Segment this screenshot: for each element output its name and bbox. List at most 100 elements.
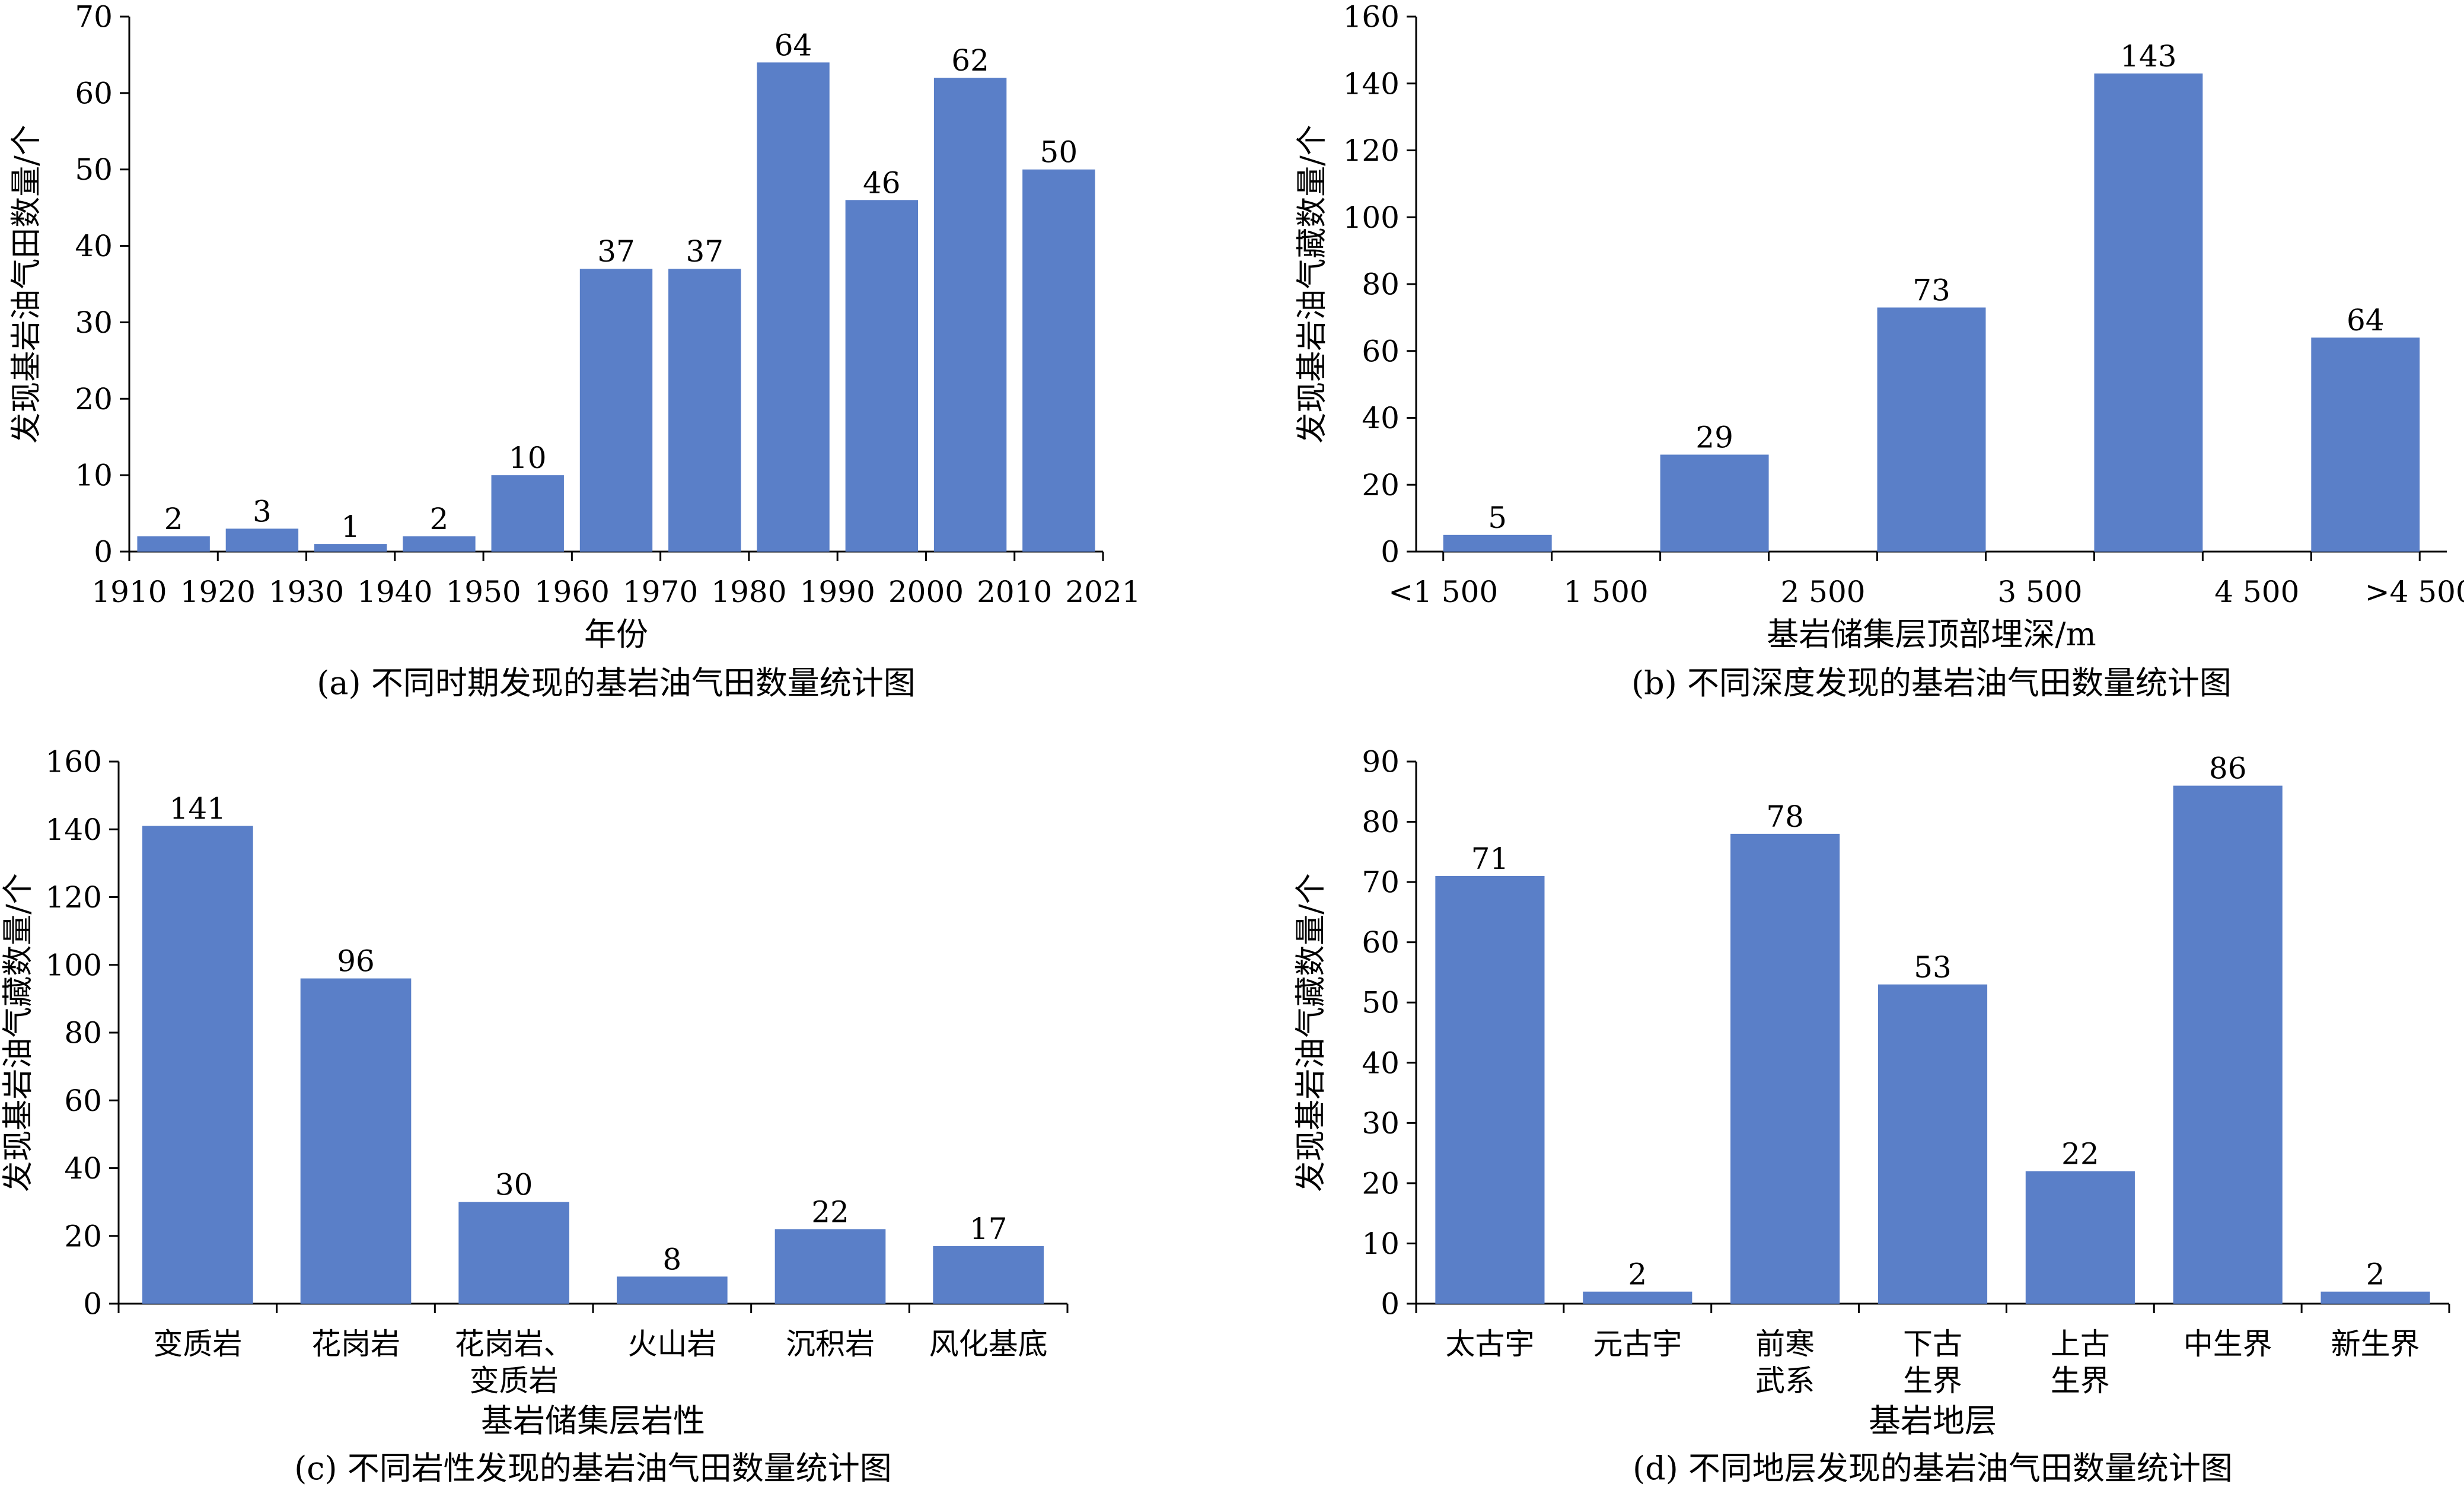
bar-data-label: 50: [1040, 135, 1078, 170]
x-category-label: 前寒: [1755, 1327, 1815, 1361]
chart-panel-a: 0 10 20 30 40 50 60 70 1910 1920 1930 1940 1950 1960 1…: [9, 0, 1141, 702]
bar: [1435, 875, 1545, 1304]
x-tick-label: 2021: [1065, 575, 1140, 609]
x-axis-title: 基岩储集层顶部埋深/m: [1767, 616, 2096, 653]
bar: [142, 826, 253, 1304]
x-tick-label: 3 500: [1997, 575, 2082, 609]
bar-data-label: 2: [1628, 1257, 1647, 1292]
x-category-label: 火山岩: [627, 1327, 716, 1361]
y-tick-label: 20: [1362, 1166, 1400, 1200]
y-axis-title: 发现基岩油气田数量/个: [9, 125, 44, 444]
y-tick-label: 80: [1362, 805, 1400, 839]
bar: [137, 536, 210, 552]
bar: [1583, 1291, 1692, 1304]
chart-caption: (a) 不同时期发现的基岩油气田数量统计图: [317, 664, 916, 702]
x-category-label: 生界: [2051, 1364, 2110, 1398]
bar-data-label: 30: [495, 1168, 533, 1202]
bar: [458, 1202, 569, 1304]
bar: [933, 78, 1007, 552]
bar: [757, 62, 830, 552]
x-tick-label: 4 500: [2214, 575, 2299, 609]
y-tick-label: 20: [1362, 468, 1400, 502]
bar: [2173, 785, 2283, 1304]
bar-data-label: 143: [2120, 39, 2176, 74]
y-tick-label: 160: [46, 745, 102, 779]
y-tick-label: 10: [75, 458, 113, 493]
bar-data-label: 3: [253, 494, 272, 528]
x-tick-label: >4 500: [2365, 575, 2464, 609]
bar-data-label: 78: [1766, 800, 1804, 834]
bar: [1877, 307, 1986, 552]
bar: [225, 528, 299, 552]
x-category-label: 武系: [1755, 1364, 1815, 1398]
y-tick-label: 60: [1362, 334, 1400, 368]
x-tick-label: 1970: [623, 575, 698, 609]
bar-data-label: 10: [509, 441, 547, 475]
y-tick-label: 120: [46, 880, 102, 915]
y-tick-label: 20: [75, 382, 113, 416]
bar-data-label: 64: [2347, 303, 2385, 337]
y-tick-label: 20: [64, 1219, 102, 1253]
bar-data-label: 29: [1695, 421, 1733, 455]
bar-data-label: 73: [1912, 273, 1950, 307]
bar-data-label: 71: [1471, 842, 1509, 876]
y-tick-label: 40: [1362, 1046, 1400, 1080]
x-tick-label: <1 500: [1388, 575, 1498, 609]
x-tick-label: 1910: [91, 575, 167, 609]
x-category-label: 中生界: [2184, 1327, 2272, 1361]
x-tick-label: 1990: [800, 575, 875, 609]
x-tick-label: 1980: [711, 575, 786, 609]
bar-data-label: 22: [811, 1195, 849, 1229]
x-category-label: 花岗岩: [311, 1327, 400, 1361]
x-tick-label: 1940: [357, 575, 432, 609]
bar: [2094, 73, 2203, 552]
y-tick-label: 80: [64, 1016, 102, 1050]
x-axis-title: 基岩储集层岩性: [481, 1402, 705, 1440]
y-tick-label: 120: [1343, 133, 1400, 168]
y-tick-label: 90: [1362, 745, 1400, 779]
y-tick-label: 40: [75, 229, 113, 263]
x-tick-label: 1950: [445, 575, 521, 609]
x-category-label: 上古: [2051, 1327, 2110, 1361]
bar: [1022, 169, 1095, 552]
chart-caption: (b) 不同深度发现的基岩油气田数量统计图: [1631, 664, 2232, 702]
bar-data-label: 1: [341, 509, 360, 544]
x-tick-label: 2000: [888, 575, 964, 609]
bar: [2311, 337, 2420, 552]
bar: [845, 200, 919, 552]
bar-data-label: 46: [863, 165, 901, 200]
bar: [933, 1246, 1044, 1304]
y-tick-label: 30: [1362, 1106, 1400, 1141]
y-tick-label: 140: [1343, 66, 1400, 101]
y-tick-label: 10: [1362, 1227, 1400, 1261]
x-tick-label: 1960: [534, 575, 610, 609]
y-axis-title: 发现基岩油气藏数量/个: [1, 873, 36, 1192]
y-tick-label: 60: [1362, 925, 1400, 960]
bar-data-label: 2: [2366, 1257, 2385, 1292]
chart-caption: (c) 不同岩性发现的基岩油气田数量统计图: [294, 1450, 892, 1487]
x-category-label: 风化基底: [929, 1327, 1048, 1361]
bar: [1878, 984, 1988, 1304]
bar-data-label: 2: [430, 502, 449, 536]
chart-caption: (d) 不同地层发现的基岩油气田数量统计图: [1633, 1450, 2233, 1487]
y-tick-label: 60: [75, 76, 113, 110]
x-tick-label: 2010: [977, 575, 1052, 609]
x-category-label: 新生界: [2331, 1327, 2420, 1361]
y-tick-label: 70: [75, 0, 113, 34]
bar-data-label: 5: [1488, 501, 1507, 535]
bar-data-label: 64: [774, 28, 812, 62]
y-tick-label: 30: [75, 305, 113, 340]
x-tick-label: 1 500: [1564, 575, 1649, 609]
y-tick-label: 0: [1381, 1287, 1400, 1321]
bar: [579, 269, 653, 552]
x-category-label: 变质岩: [470, 1364, 559, 1398]
y-tick-label: 0: [94, 535, 113, 569]
y-axis-title: 发现基岩油气藏数量/个: [1293, 873, 1329, 1192]
x-axis-title: 年份: [584, 616, 648, 653]
bar: [300, 978, 412, 1304]
bar-data-label: 2: [164, 502, 183, 536]
y-tick-label: 160: [1343, 0, 1400, 34]
bar-data-label: 53: [1914, 950, 1952, 985]
